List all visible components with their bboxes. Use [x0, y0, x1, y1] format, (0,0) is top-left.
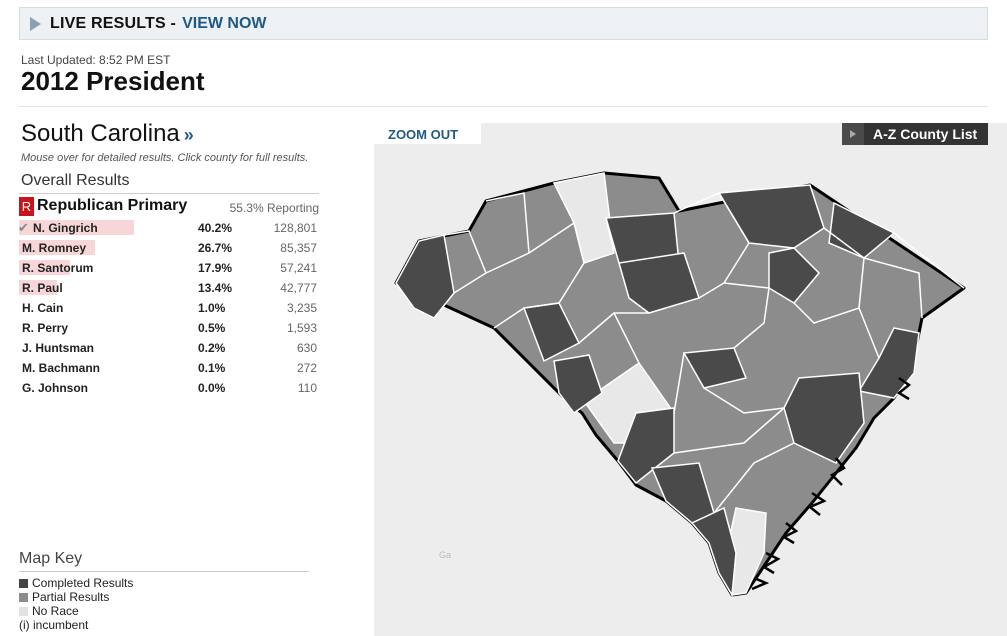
- reporting-status: 55.3% Reporting: [229, 201, 319, 215]
- candidate-name: M. Bachmann: [22, 361, 101, 375]
- candidate-vote-bar: [19, 220, 134, 235]
- divider: [19, 193, 319, 194]
- candidate-name: N. Gingrich: [33, 221, 98, 235]
- no-race-swatch: [19, 606, 28, 616]
- county-no-race[interactable]: [552, 172, 615, 264]
- candidate-votes: 42,777: [280, 281, 317, 295]
- completed-swatch: [19, 578, 28, 588]
- map-instructions: Mouse over for detailed results. Click c…: [21, 152, 309, 164]
- candidate-name: J. Huntsman: [22, 341, 95, 355]
- az-county-list-label: A-Z County List: [873, 126, 978, 142]
- candidate-votes: 110: [297, 381, 317, 395]
- candidate-votes: 85,357: [280, 241, 317, 255]
- state-more-link[interactable]: »: [183, 125, 194, 145]
- state-name: South Carolina: [21, 120, 180, 147]
- primary-name: Republican Primary: [37, 197, 188, 214]
- play-icon: [842, 123, 864, 145]
- partial-swatch: [19, 592, 28, 602]
- key-partial: Partial Results: [19, 590, 109, 604]
- county-completed[interactable]: [618, 252, 700, 314]
- candidate-name: H. Cain: [22, 301, 64, 315]
- key-label: Partial Results: [32, 590, 110, 604]
- candidate-percent: 13.4%: [198, 281, 233, 295]
- candidate-vote-bar: [19, 280, 57, 295]
- georgia-label: Ga: [439, 550, 452, 560]
- key-completed: Completed Results: [19, 576, 133, 590]
- play-icon: [30, 16, 41, 31]
- county-completed[interactable]: [682, 347, 748, 389]
- coastline-detail: [751, 376, 912, 591]
- candidate-row[interactable]: H. Cain 1.0% 3,235: [19, 299, 319, 317]
- south-carolina-map[interactable]: [374, 123, 1007, 636]
- candidate-percent: 40.2%: [198, 221, 233, 235]
- candidate-votes: 630: [296, 341, 317, 355]
- candidate-votes: 272: [296, 361, 317, 375]
- county-map[interactable]: [374, 123, 1007, 636]
- partial-county-borders: [443, 192, 965, 514]
- county-completed[interactable]: [553, 354, 603, 415]
- candidate-percent: 0.0%: [198, 381, 226, 395]
- candidate-row[interactable]: M. Romney 26.7% 85,357: [19, 239, 319, 257]
- key-label: Completed Results: [32, 576, 134, 590]
- party-badge: R: [19, 197, 34, 216]
- county-completed[interactable]: [768, 247, 821, 304]
- candidate-row[interactable]: R. Santorum 17.9% 57,241: [19, 259, 319, 277]
- divider: [19, 571, 309, 572]
- candidate-row[interactable]: G. Johnson 0.0% 110: [19, 379, 319, 397]
- candidate-percent: 0.2%: [198, 341, 226, 355]
- candidate-row[interactable]: M. Bachmann 0.1% 272: [19, 359, 319, 377]
- key-label: No Race: [32, 604, 79, 618]
- candidate-votes: 3,235: [286, 301, 317, 315]
- candidate-percent: 26.7%: [198, 241, 233, 255]
- candidate-name: R. Perry: [22, 321, 69, 335]
- candidate-percent: 0.1%: [198, 361, 226, 375]
- zoom-out-button[interactable]: ZOOM OUT: [374, 123, 481, 144]
- candidate-vote-bar: [19, 240, 95, 255]
- candidate-percent: 0.5%: [198, 321, 226, 335]
- candidate-percent: 1.0%: [198, 301, 226, 315]
- key-label: (i) incumbent: [19, 618, 89, 632]
- candidate-row[interactable]: ✔ N. Gingrich 40.2% 128,801: [18, 219, 319, 237]
- candidate-name: G. Johnson: [22, 381, 88, 395]
- candidate-row[interactable]: R. Perry 0.5% 1,593: [19, 319, 319, 337]
- candidate-name: R. Santorum: [22, 261, 94, 275]
- key-no-race: No Race: [19, 604, 79, 618]
- candidate-votes: 57,241: [280, 261, 317, 275]
- winner-check-icon: ✔: [18, 220, 29, 235]
- divider: [19, 106, 988, 107]
- key-incumbent: (i) incumbent: [19, 618, 88, 632]
- live-results-banner[interactable]: LIVE RESULTS - VIEW NOW: [19, 7, 988, 40]
- candidate-name: R. Paul: [22, 281, 63, 295]
- live-results-label: LIVE RESULTS -: [50, 14, 177, 32]
- candidate-name: M. Romney: [22, 241, 87, 255]
- page-title: 2012 President: [21, 66, 205, 96]
- candidate-vote-bar: [19, 260, 70, 275]
- state-shape: [394, 171, 966, 597]
- map-key-title: Map Key: [19, 550, 83, 567]
- candidate-votes: 128,801: [273, 221, 317, 235]
- primary-header: R Republican Primary 55.3% Reporting: [19, 197, 319, 217]
- candidate-votes: 1,593: [286, 321, 317, 335]
- candidate-percent: 17.9%: [198, 261, 233, 275]
- state-title: South Carolina»: [21, 120, 194, 148]
- last-updated: Last Updated: 8:52 PM EST: [21, 53, 171, 67]
- candidate-row[interactable]: R. Paul 13.4% 42,777: [19, 279, 319, 297]
- az-county-list-button[interactable]: A-Z County List: [842, 123, 988, 145]
- candidate-row[interactable]: J. Huntsman 0.2% 630: [19, 339, 319, 357]
- county-completed[interactable]: [690, 506, 737, 598]
- overall-results-heading: Overall Results: [21, 172, 130, 189]
- view-now-link[interactable]: VIEW NOW: [182, 14, 267, 32]
